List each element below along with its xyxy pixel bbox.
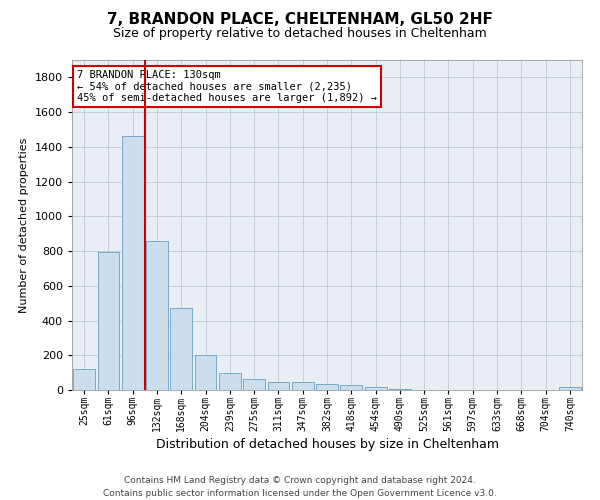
Bar [365,388,386,390]
Bar [219,372,241,390]
Bar [97,252,119,390]
X-axis label: Distribution of detached houses by size in Cheltenham: Distribution of detached houses by size … [155,438,499,451]
Bar [340,385,362,390]
Bar [122,136,143,390]
Text: 7, BRANDON PLACE, CHELTENHAM, GL50 2HF: 7, BRANDON PLACE, CHELTENHAM, GL50 2HF [107,12,493,28]
Bar [146,240,168,390]
Text: 7 BRANDON PLACE: 130sqm
← 54% of detached houses are smaller (2,235)
45% of semi: 7 BRANDON PLACE: 130sqm ← 54% of detache… [77,70,377,103]
Bar [73,369,95,390]
Bar [194,356,217,390]
Text: Contains HM Land Registry data © Crown copyright and database right 2024.
Contai: Contains HM Land Registry data © Crown c… [103,476,497,498]
Text: Size of property relative to detached houses in Cheltenham: Size of property relative to detached ho… [113,28,487,40]
Bar [243,378,265,390]
Bar [292,382,314,390]
Bar [170,308,192,390]
Bar [268,382,289,390]
Bar [316,384,338,390]
Bar [559,388,581,390]
Y-axis label: Number of detached properties: Number of detached properties [19,138,29,312]
